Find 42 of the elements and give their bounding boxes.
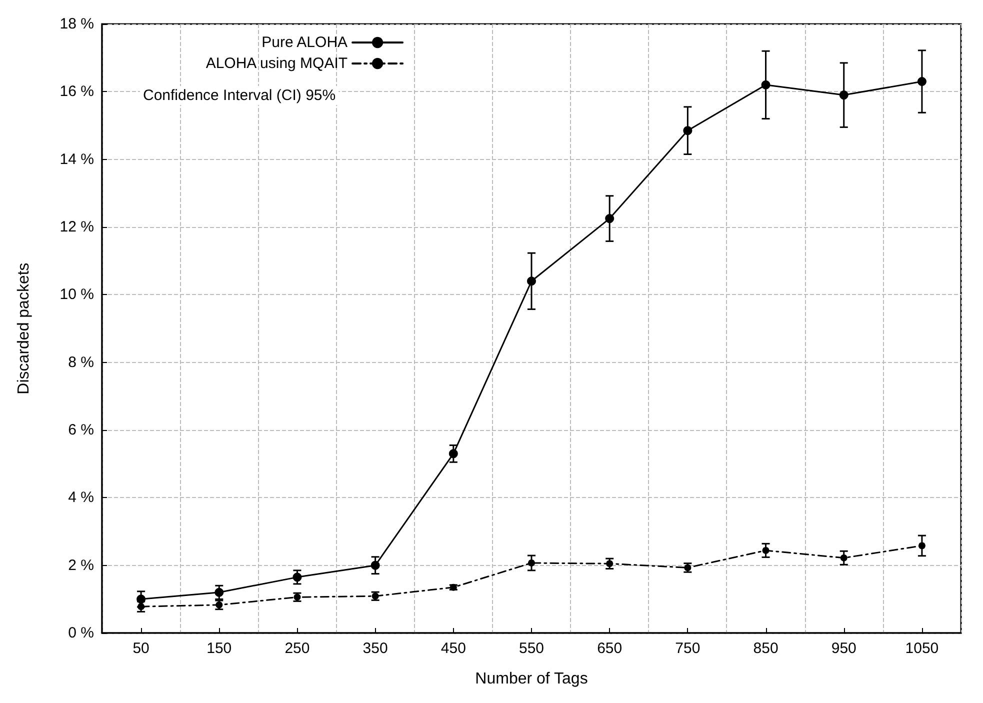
y-tick-label: 8 % <box>68 354 94 371</box>
point <box>839 90 848 100</box>
y-tick-label: 6 % <box>68 422 94 438</box>
x-tick-label: 850 <box>753 640 778 657</box>
y-tick-label: 12 % <box>60 218 94 236</box>
point <box>528 559 535 566</box>
x-axis-title: Number of Tags <box>475 670 588 688</box>
x-tick-label: 650 <box>597 640 622 657</box>
annotation: Confidence Interval (CI) 95% <box>143 87 336 104</box>
point <box>292 572 302 582</box>
y-tick-label: 18 % <box>60 16 94 32</box>
x-tick-label: 1050 <box>905 640 939 657</box>
point <box>762 546 770 554</box>
x-tick-label: 250 <box>284 640 310 657</box>
point <box>136 594 146 604</box>
y-tick-label: 4 % <box>68 489 94 506</box>
y-tick-label: 2 % <box>68 556 94 574</box>
y-tick-label: 0 % <box>68 624 94 642</box>
y-tick-label: 16 % <box>60 83 94 100</box>
x-tick-label: 450 <box>440 640 466 657</box>
point <box>761 80 770 90</box>
point <box>918 542 926 550</box>
x-tick-label: 350 <box>362 640 388 657</box>
x-tick-label: 550 <box>518 640 544 657</box>
y-axis-title: Discarded packets <box>16 262 32 394</box>
x-tick-label: 150 <box>206 640 232 657</box>
point <box>370 560 380 570</box>
legend-label: ALOHA using MQAIT <box>206 55 348 72</box>
x-tick-label: 950 <box>831 640 856 657</box>
y-tick-label: 10 % <box>60 286 94 304</box>
point <box>214 588 224 597</box>
point <box>527 276 536 286</box>
x-tick-label: 750 <box>675 640 700 657</box>
point <box>840 554 848 562</box>
x-tick-label: 50 <box>132 640 150 657</box>
point <box>448 449 458 458</box>
legend-label: Pure ALOHA <box>262 34 348 51</box>
point <box>917 77 926 86</box>
point <box>605 214 614 224</box>
y-tick-label: 14 % <box>60 150 94 168</box>
point <box>606 560 614 568</box>
point <box>683 126 692 136</box>
